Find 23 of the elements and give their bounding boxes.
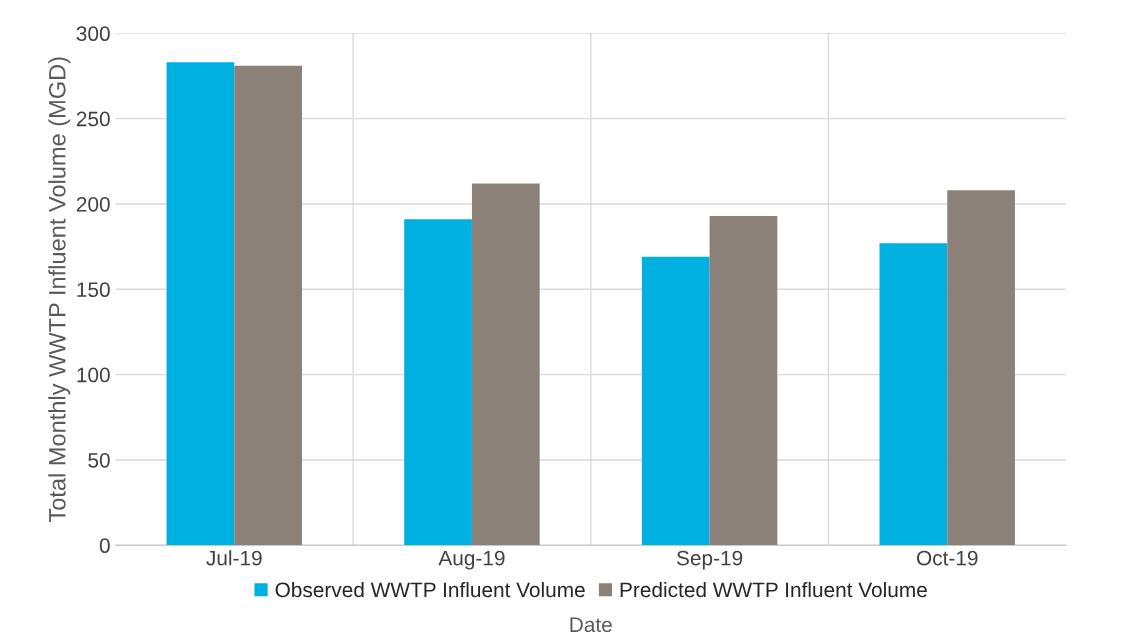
- y-tick-label: 250: [76, 111, 110, 127]
- bar: [404, 219, 472, 546]
- x-tick-label: Aug-19: [438, 550, 505, 570]
- y-tick-label: 0: [99, 538, 110, 554]
- x-tick-label: Jul-19: [206, 550, 262, 566]
- bar: [641, 256, 710, 546]
- y-tick-label: 300: [76, 26, 110, 42]
- y-tick-label: 150: [77, 282, 110, 298]
- y-tick-label: 100: [77, 367, 110, 383]
- bar: [879, 243, 948, 546]
- legend-label: Predicted WWTP Influent Volume: [620, 581, 927, 598]
- bar: [166, 62, 235, 546]
- bar: [234, 65, 303, 546]
- legend-label: Observed WWTP Influent Volume: [275, 581, 585, 598]
- y-tick-label: 50: [88, 452, 110, 468]
- x-tick-label: Oct-19: [916, 550, 978, 566]
- bar: [947, 190, 1015, 546]
- x-axis-title: Date: [570, 617, 612, 633]
- bar: [471, 183, 540, 546]
- bar: [709, 215, 778, 546]
- y-axis-title: Total Monthly WWTP Influent Volume (MGD): [48, 57, 71, 523]
- x-tick-label: Sep-19: [676, 550, 743, 570]
- y-tick-label: 200: [76, 196, 110, 212]
